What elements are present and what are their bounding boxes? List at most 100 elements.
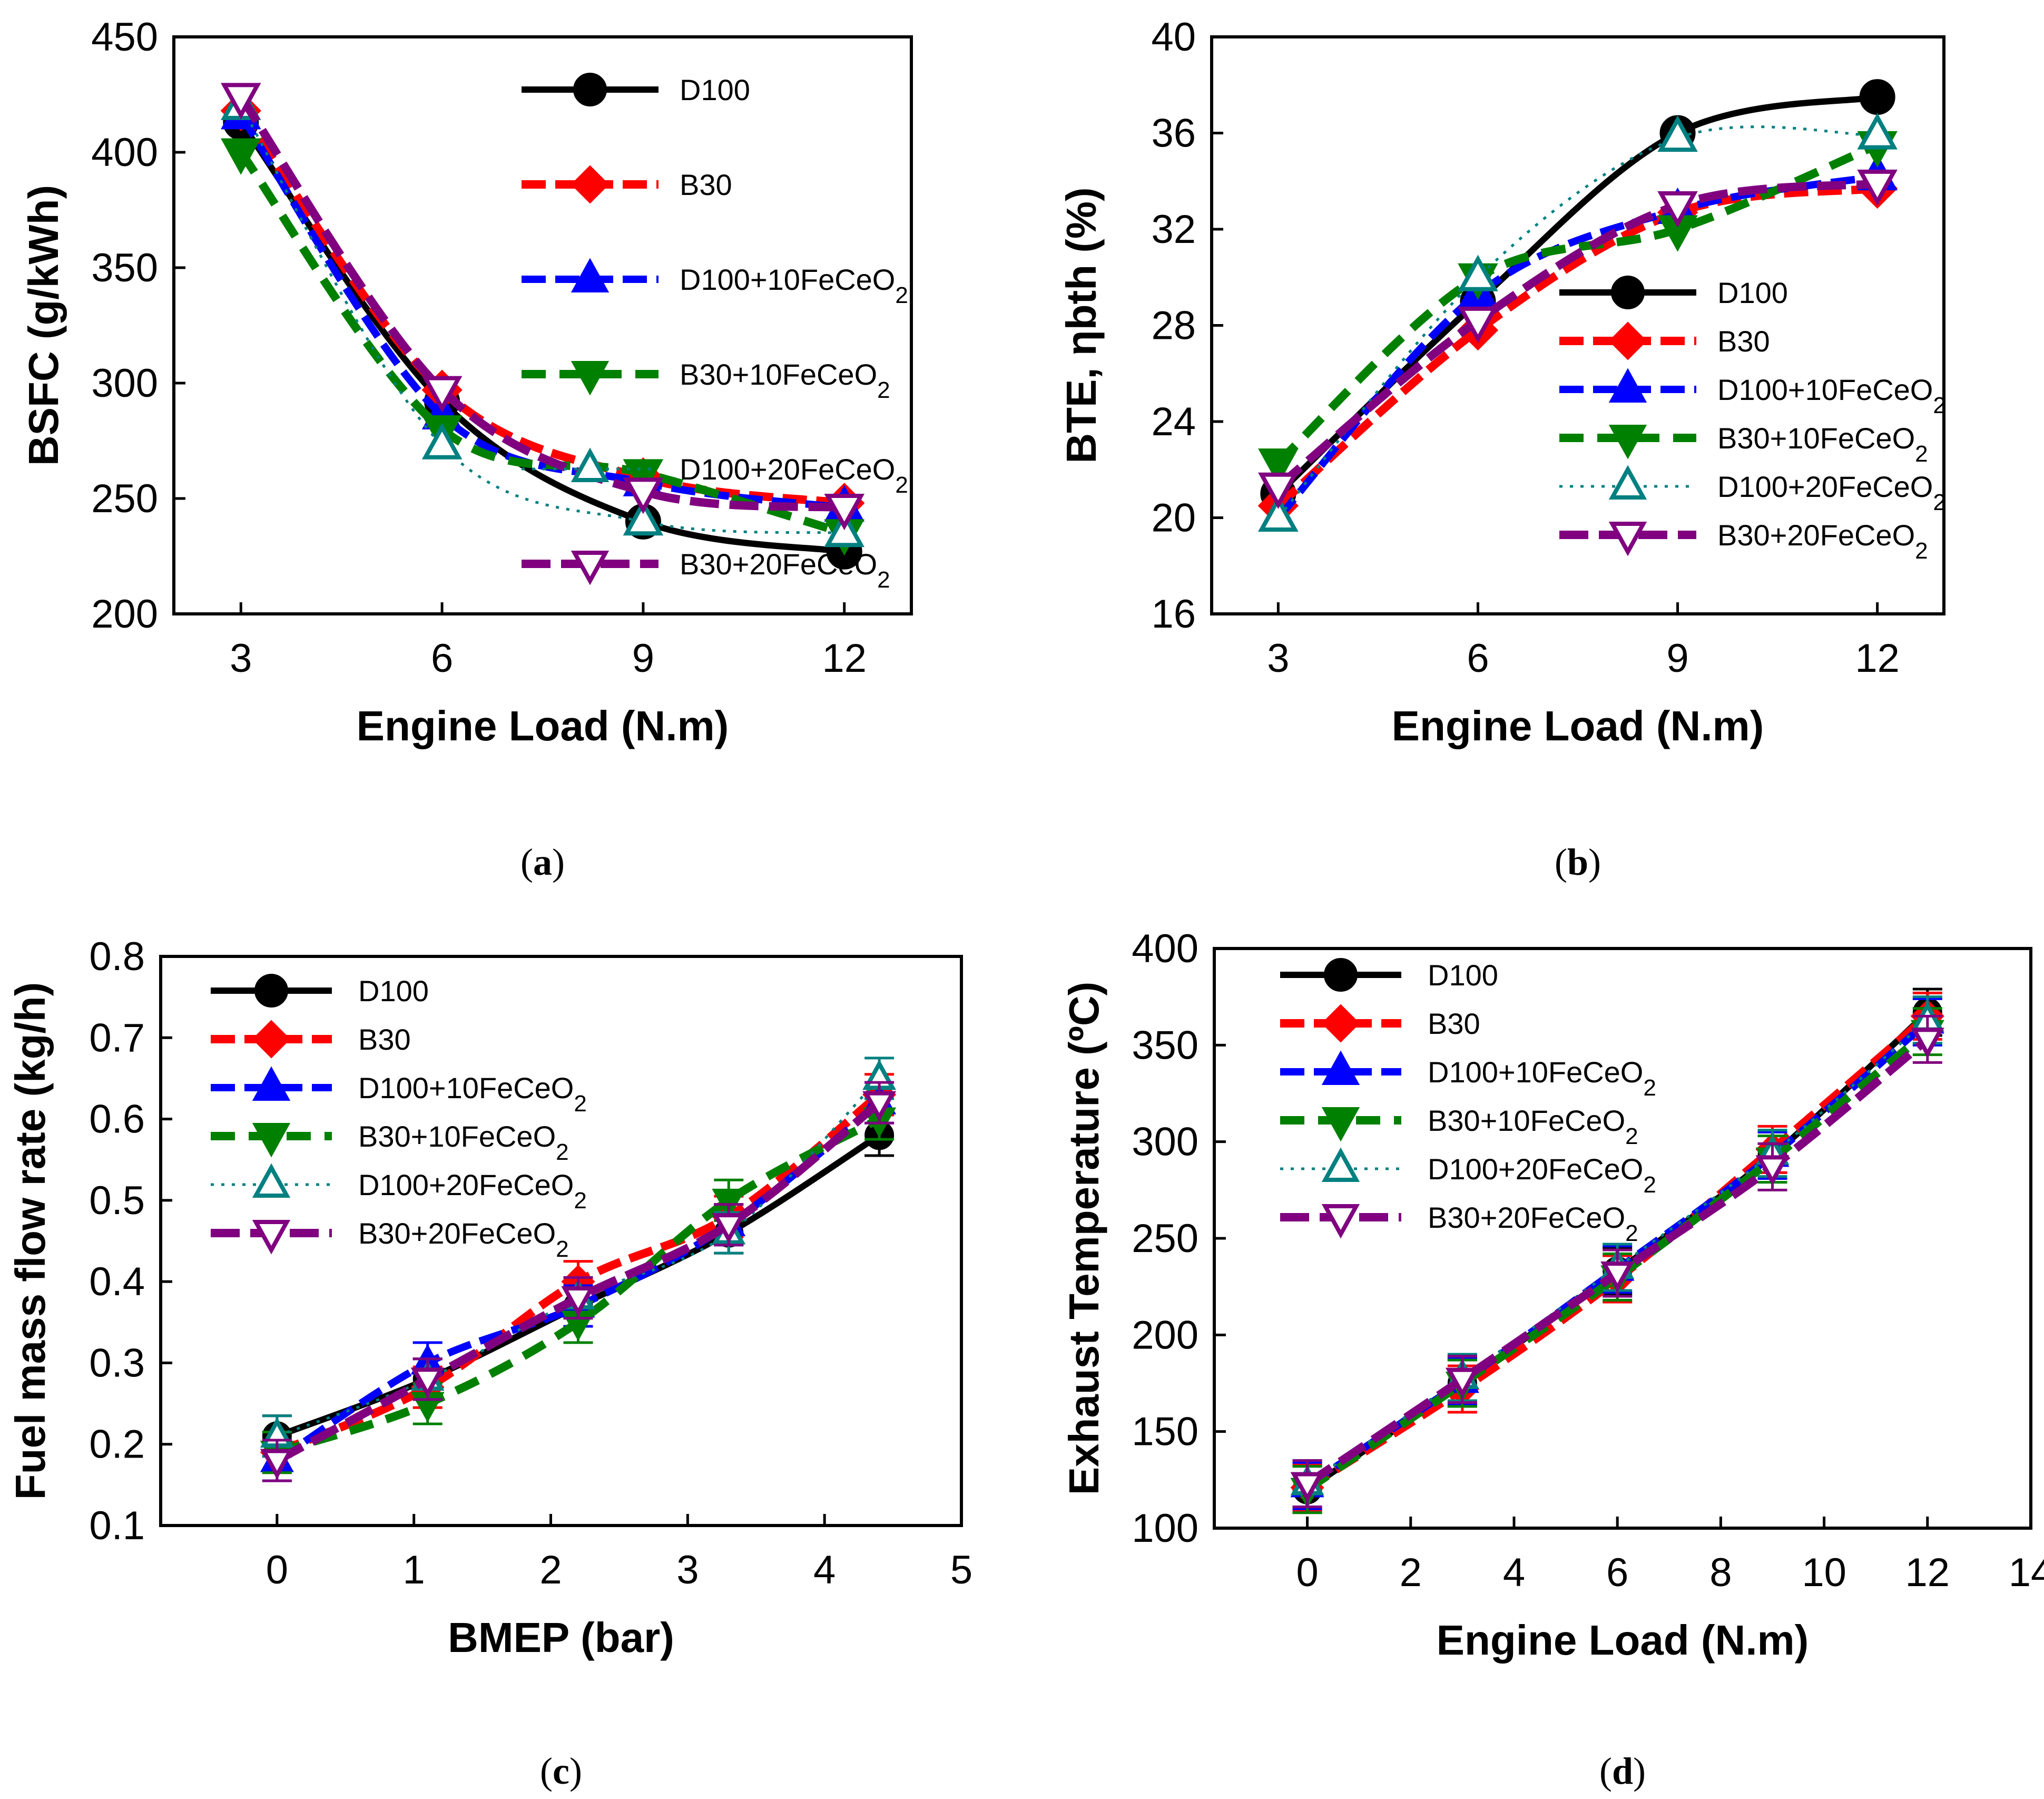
panel-caption: (c) [540,1750,582,1792]
y-tick-label: 200 [91,592,158,637]
data-point [1755,1155,1790,1186]
legend-marker [1608,425,1647,459]
legend-label: D100 [1717,276,1788,309]
x-tick-label: 4 [1503,1550,1525,1595]
series-B30+10FeCeO₂ [220,138,865,556]
y-tick-label: 40 [1151,15,1196,60]
legend-label: D100+20FeCeO2 [680,453,908,498]
x-tick-label: 9 [1666,636,1688,681]
x-tick-label: 8 [1709,1550,1732,1595]
legend-label: B30+10FeCeO2 [1717,422,1928,467]
legend-marker [573,73,607,106]
legend-label: B30+10FeCeO2 [680,358,890,403]
y-tick-label: 250 [1132,1216,1198,1261]
data-point [1290,1472,1324,1503]
plot-frame-a [172,35,913,615]
x-tick-label: 12 [822,636,867,681]
y-tick-label: 32 [1151,207,1196,252]
legend-marker [1321,1147,1360,1182]
legend-label: B30 [680,168,732,201]
legend-label: D100+20FeCeO2 [1428,1152,1656,1198]
y-tick-label: 250 [91,476,158,521]
data-point [1657,191,1698,228]
series-D100+20FeCeO₂ [260,1057,897,1458]
legend-marker [1321,1004,1360,1043]
y-tick-label: 0.4 [89,1259,145,1304]
data-point [1910,1028,1944,1059]
series-line [1275,184,1878,509]
y-tick-label: 400 [1132,926,1198,971]
legend-label: D100 [680,73,750,106]
legend-marker [571,447,610,482]
data-point [1859,79,1895,115]
legend-label: D100+10FeCeO2 [680,263,908,308]
y-tick-label: 36 [1151,111,1196,156]
data-point [260,1449,294,1480]
legend-label: B30+10FeCeO2 [1428,1104,1638,1149]
legend-marker [571,361,610,396]
y-tick-label: 300 [91,361,158,406]
y-tick-label: 450 [91,15,158,60]
y-tick-label: 150 [1132,1410,1198,1454]
y-axis-label: Exhaust Temperature (ºC) [1060,982,1107,1495]
x-tick-label: 3 [676,1548,699,1592]
legend-c: D100 B30 D100+10FeCeO2B30+10FeCeO2D100+20F… [211,974,587,1262]
series-line [1275,141,1879,466]
legend-d: D100 B30 D100+10FeCeO2B30+10FeCeO2D100+20F… [1280,958,1656,1246]
y-tick-label: 0.2 [89,1422,145,1467]
chart-d: 0 2 4 6 8 10 12 14 100 150 200 250 300 350 400 Engine L… [1060,926,2044,1792]
x-axis-label: Engine Load (N.m) [1392,702,1764,749]
legend-marker [1321,1107,1360,1142]
legend-label: D100 [358,974,429,1008]
x-tick-label: 3 [230,636,252,681]
legend-label: B30 [1428,1007,1480,1040]
panel-caption: (b) [1555,841,1601,883]
panel-caption: (a) [520,841,565,883]
legend-marker [1324,958,1358,992]
x-tick-label: 14 [2009,1550,2044,1595]
legend-marker [252,1123,291,1158]
legend-marker [252,1020,291,1059]
y-tick-label: 20 [1151,496,1196,541]
data-point [1657,115,1698,152]
y-tick-label: 28 [1151,304,1196,348]
data-point [410,1367,445,1399]
legend-marker [1611,276,1645,309]
data-point [1445,1367,1479,1399]
data-point [421,423,463,459]
x-tick-label: 5 [950,1548,972,1592]
data-point [623,477,664,514]
x-tick-label: 12 [1905,1550,1950,1595]
legend-marker [1608,321,1647,360]
legend-label: B30+20FeCeO2 [358,1217,569,1262]
series-D100+20FeCeO₂ [220,83,865,547]
data-point [623,499,664,536]
x-tick-label: 2 [1400,1550,1422,1595]
x-tick-label: 10 [1802,1550,1846,1595]
x-tick-label: 2 [539,1548,562,1592]
series-B30+20FeCeO₂ [220,83,865,531]
legend-label: B30+20FeCeO2 [1717,519,1928,564]
legend-b: D100 B30 D100+10FeCeO2B30+10FeCeO2D100+20F… [1559,276,1946,564]
data-point [1258,495,1299,532]
data-point [1857,169,1898,207]
legend-marker [571,258,610,292]
x-axis-label: Engine Load (N.m) [357,702,729,749]
y-tick-label: 200 [1132,1313,1198,1357]
legend-label: B30 [1717,325,1770,358]
y-tick-label: 0.1 [89,1503,145,1548]
y-tick-label: 100 [1132,1506,1198,1551]
y-axis-label: BTE, ηbth (%) [1058,187,1105,463]
legend-a: D100 B30 D100+10FeCeO2 B30+10FeCeO2 D100+20F… [522,73,908,593]
y-tick-label: 0.7 [89,1015,145,1060]
legend-marker [252,1163,291,1198]
legend-marker [1608,368,1647,403]
legend-label: D100+10FeCeO2 [1428,1055,1656,1101]
panel-caption: (d) [1599,1750,1646,1792]
x-tick-label: 1 [403,1548,425,1592]
legend-marker [254,974,288,1008]
legend-label: D100+10FeCeO2 [358,1071,587,1117]
data-point [862,1091,897,1122]
